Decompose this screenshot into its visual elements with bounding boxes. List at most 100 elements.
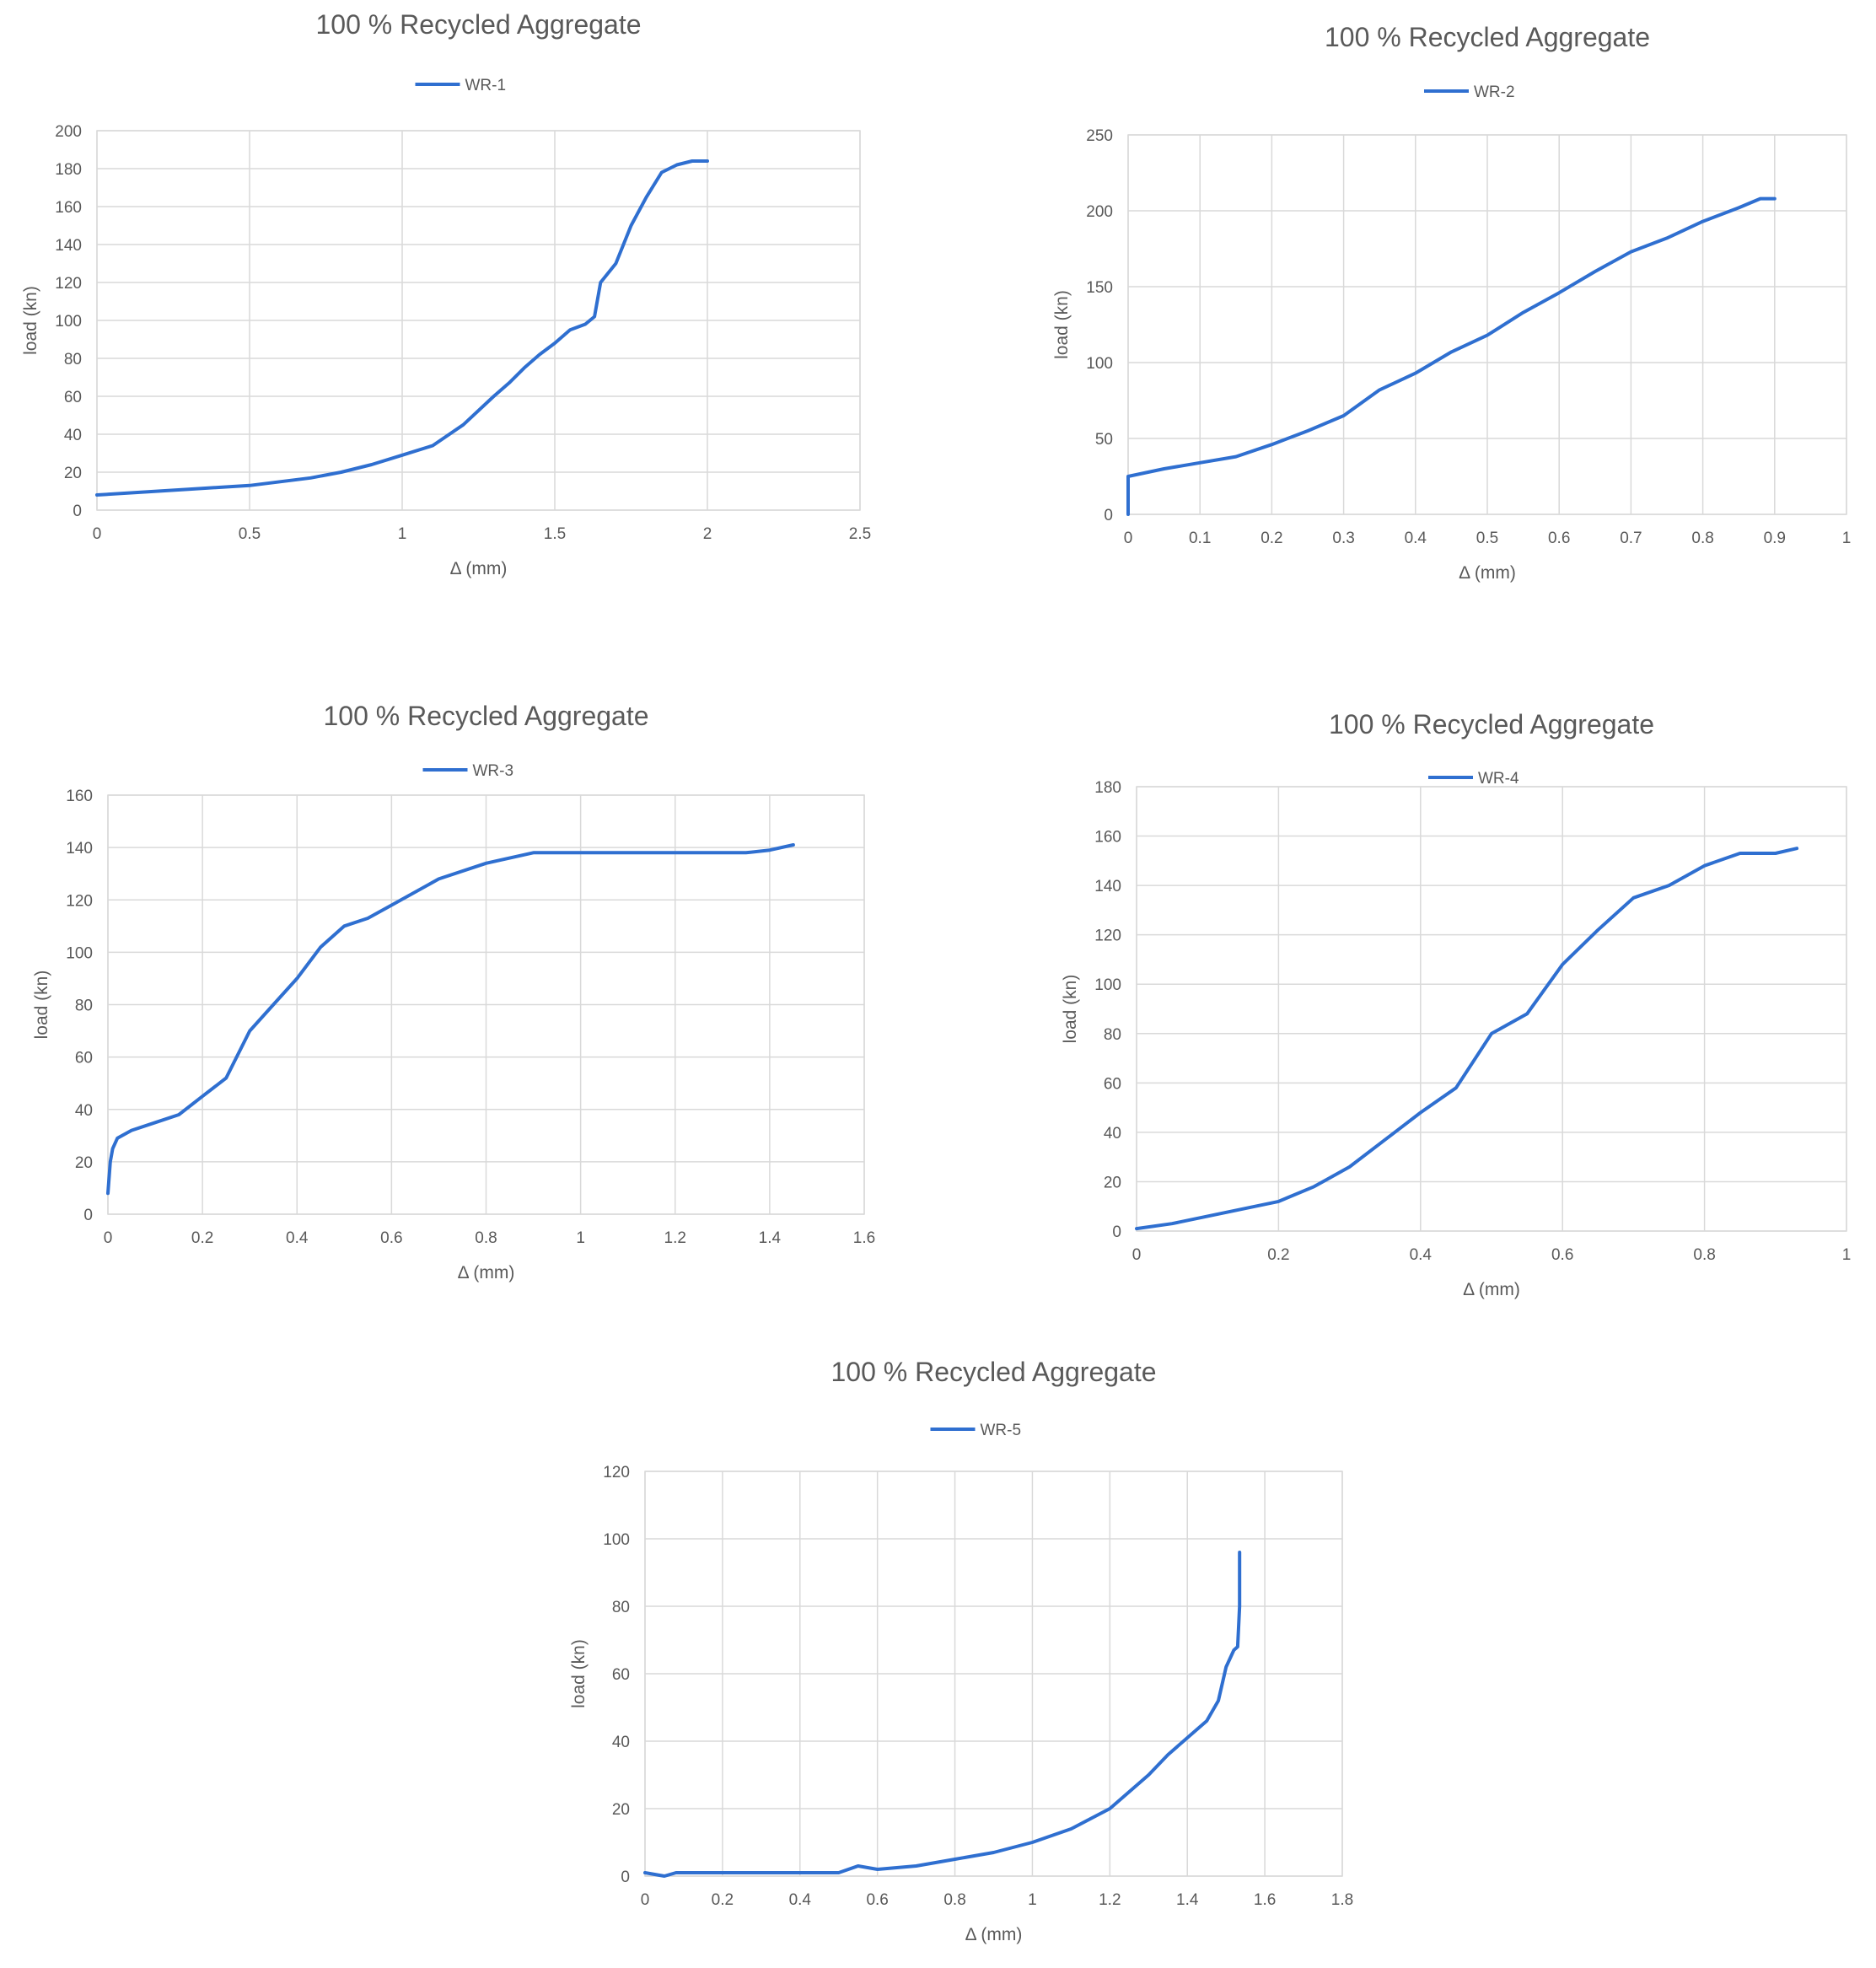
x-axis-label: Δ (mm) (965, 1925, 1023, 1944)
x-tick-label: 0.4 (286, 1229, 309, 1247)
y-tick-label: 140 (55, 237, 82, 255)
x-tick-label: 0.5 (1476, 530, 1498, 547)
y-tick-label: 140 (66, 840, 93, 858)
x-tick-label: 0.7 (1620, 530, 1642, 547)
legend-label: WR-3 (473, 762, 514, 780)
x-tick-label: 0 (641, 1891, 650, 1909)
x-tick-label: 0.8 (475, 1229, 497, 1247)
series-line-wr-3 (106, 843, 795, 1196)
y-tick-label: 80 (612, 1599, 630, 1616)
y-tick-label: 180 (1094, 779, 1121, 797)
chart-title: 100 % Recycled Aggregate (1325, 22, 1650, 52)
y-tick-label: 160 (1094, 829, 1121, 847)
y-axis-label: load (kn) (1052, 290, 1072, 359)
x-tick-label: 0.9 (1764, 530, 1786, 547)
plot-area (1127, 134, 1847, 515)
x-tick-label: 1 (1842, 1246, 1852, 1264)
y-tick-label: 40 (1104, 1125, 1121, 1143)
x-tick-label: 1.4 (759, 1229, 782, 1247)
y-tick-label: 100 (1094, 976, 1121, 994)
y-tick-label: 20 (1104, 1174, 1121, 1191)
plot-area (107, 794, 865, 1215)
legend-label: WR-1 (465, 77, 507, 94)
x-tick-label: 0.6 (1548, 530, 1570, 547)
series-line-wr-4 (1135, 847, 1799, 1231)
series-line-wr-5 (643, 1551, 1242, 1878)
y-tick-label: 180 (55, 161, 82, 179)
y-tick-label: 50 (1095, 431, 1113, 449)
y-tick-label: 20 (75, 1154, 93, 1172)
series-line-wr-1 (95, 159, 709, 497)
chart-title: 100 % Recycled Aggregate (315, 9, 641, 40)
y-tick-label: 80 (64, 351, 82, 368)
x-tick-label: 1 (1028, 1891, 1037, 1909)
y-tick-label: 80 (1104, 1026, 1121, 1044)
y-axis-label: load (kn) (569, 1639, 589, 1708)
x-tick-label: 0.4 (789, 1891, 812, 1909)
x-tick-label: 0.6 (1551, 1246, 1573, 1264)
x-axis-label: Δ (mm) (1463, 1280, 1520, 1299)
y-tick-label: 60 (75, 1050, 93, 1067)
x-tick-label: 0.2 (191, 1229, 213, 1247)
y-tick-label: 160 (66, 788, 93, 805)
y-tick-label: 120 (1094, 928, 1121, 945)
x-tick-label: 0.4 (1410, 1246, 1433, 1264)
plot-area (96, 130, 861, 511)
x-tick-label: 0 (104, 1229, 113, 1247)
x-axis-label: Δ (mm) (450, 559, 508, 578)
x-tick-label: 1 (398, 525, 407, 543)
plot-area (644, 1471, 1343, 1877)
x-tick-label: 0 (1124, 530, 1133, 547)
y-tick-label: 80 (75, 997, 93, 1015)
x-tick-label: 1.2 (1099, 1891, 1121, 1909)
series-line-wr-2 (1126, 196, 1777, 516)
y-axis-label: load (kn) (21, 286, 40, 355)
x-tick-label: 0.2 (1267, 1246, 1289, 1264)
x-tick-label: 0.2 (712, 1891, 734, 1909)
y-tick-label: 40 (64, 427, 82, 444)
chart-title: 100 % Recycled Aggregate (1329, 709, 1654, 739)
y-tick-label: 120 (55, 275, 82, 293)
x-tick-label: 1.6 (1254, 1891, 1276, 1909)
x-tick-label: 0.3 (1332, 530, 1354, 547)
chart-3: 100 % Recycled Aggregate WR-3 0 0.2 0.4 0.6 0.… (32, 701, 875, 1282)
y-tick-label: 40 (612, 1734, 630, 1751)
y-tick-label: 60 (612, 1666, 630, 1684)
chart-2: 100 % Recycled Aggregate WR-2 0 0.1 0.2 0.3 0.… (1052, 22, 1851, 583)
x-tick-label: 0.1 (1189, 530, 1211, 547)
y-tick-label: 0 (621, 1869, 630, 1886)
x-tick-label: 2.5 (849, 525, 871, 543)
legend-label: WR-5 (981, 1422, 1022, 1439)
y-tick-label: 100 (55, 313, 82, 331)
legend-label: WR-2 (1474, 83, 1515, 101)
plot-area (1136, 786, 1847, 1232)
x-tick-label: 1 (1842, 530, 1852, 547)
x-tick-label: 0 (1132, 1246, 1142, 1264)
y-tick-label: 100 (1086, 355, 1113, 373)
x-tick-label: 2 (703, 525, 712, 543)
x-tick-label: 0.8 (943, 1891, 965, 1909)
x-tick-label: 0 (93, 525, 102, 543)
y-tick-label: 120 (603, 1464, 630, 1481)
legend-label: WR-4 (1478, 770, 1519, 788)
y-tick-label: 160 (55, 199, 82, 217)
y-axis-label: load (kn) (1061, 975, 1080, 1044)
x-tick-label: 0.2 (1261, 530, 1282, 547)
y-tick-label: 100 (66, 944, 93, 962)
y-tick-label: 20 (64, 465, 82, 482)
x-tick-label: 0.6 (866, 1891, 888, 1909)
y-tick-label: 0 (73, 503, 82, 520)
x-axis-label: Δ (mm) (458, 1263, 515, 1282)
y-tick-label: 20 (612, 1801, 630, 1819)
y-tick-label: 140 (1094, 878, 1121, 895)
y-tick-label: 40 (75, 1102, 93, 1120)
chart-4: 100 % Recycled Aggregate WR-4 0 0.2 0.4 0.6 0.… (1061, 709, 1851, 1299)
x-tick-label: 1 (576, 1229, 585, 1247)
x-tick-label: 1.4 (1176, 1891, 1199, 1909)
chart-1: 100 % Recycled Aggregate WR-1 0 0.5 1 1.5 2 2.5… (21, 9, 871, 578)
x-tick-label: 0.6 (380, 1229, 402, 1247)
y-tick-label: 60 (1104, 1075, 1121, 1093)
y-axis-label: load (kn) (32, 971, 51, 1040)
chart-title: 100 % Recycled Aggregate (830, 1357, 1156, 1387)
